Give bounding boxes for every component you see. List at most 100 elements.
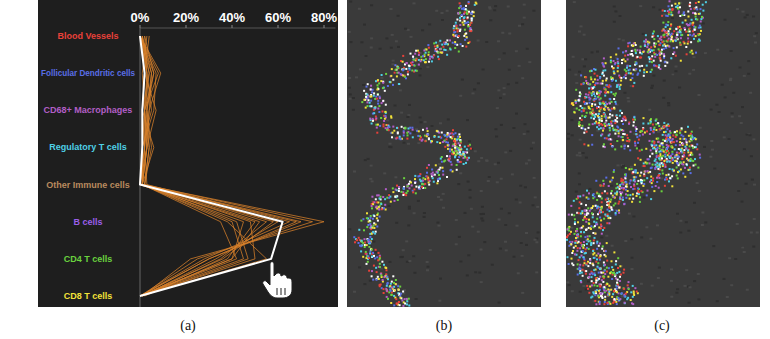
cell-dot: [353, 236, 355, 238]
cell-dot: [595, 180, 597, 182]
tissue-texture: [679, 232, 682, 234]
cell-dot: [369, 236, 371, 238]
cell-dot: [580, 105, 582, 107]
tissue-texture: [724, 19, 727, 21]
cell-dot: [656, 161, 658, 163]
profile-line: [140, 36, 278, 296]
cell-dot: [393, 286, 395, 288]
cell-dot: [417, 175, 419, 177]
cell-dot: [464, 154, 466, 156]
cell-dot: [658, 40, 660, 42]
cell-dot: [399, 286, 401, 288]
cell-dot: [459, 20, 461, 22]
cell-dot: [630, 180, 632, 182]
cell-dot: [366, 101, 368, 103]
cell-dot: [612, 293, 614, 295]
tissue-texture: [520, 242, 523, 244]
cell-dot: [611, 145, 613, 147]
cell-dot: [579, 117, 581, 119]
cell-dot: [652, 147, 654, 149]
cursor-hand-shape: [263, 262, 292, 298]
cell-dot: [424, 140, 426, 142]
cell-dot: [582, 275, 584, 277]
cell-dot: [378, 206, 380, 208]
tissue-texture: [487, 180, 490, 182]
tissue-texture: [581, 275, 584, 277]
cell-dot: [596, 192, 598, 194]
tissue-texture: [643, 196, 646, 198]
tissue-texture: [359, 68, 362, 70]
highlighted-line: [140, 36, 283, 296]
cell-dot: [626, 134, 628, 136]
tissue-texture: [349, 98, 352, 100]
cell-dot: [390, 294, 392, 296]
tissue-texture: [523, 17, 526, 19]
tissue-texture: [624, 240, 627, 242]
cell-dot: [454, 43, 456, 45]
cell-dot: [671, 5, 673, 7]
cell-dot: [607, 198, 609, 200]
cell-dot: [621, 198, 623, 200]
cell-dot: [368, 99, 370, 101]
cell-dot: [690, 8, 692, 10]
cell-dot: [412, 129, 414, 131]
cell-dot: [409, 65, 411, 67]
cell-dot: [403, 188, 405, 190]
cell-dot: [612, 269, 614, 271]
cell-dot: [406, 138, 408, 140]
cell-dot: [586, 218, 588, 220]
tissue-texture: [466, 119, 469, 121]
cell-dot: [372, 279, 374, 281]
cell-dot: [686, 144, 688, 146]
tissue-texture: [459, 261, 462, 263]
cell-dot: [439, 40, 441, 42]
tissue-texture: [532, 204, 535, 206]
cell-dot: [376, 132, 378, 134]
cell-dot: [378, 278, 380, 280]
tissue-texture: [494, 163, 497, 165]
cell-dot: [372, 203, 374, 205]
cell-dot: [377, 202, 379, 204]
tissue-texture: [360, 41, 363, 43]
panel-c: [566, 0, 760, 307]
cell-dot: [371, 238, 373, 240]
tissue-texture: [408, 208, 411, 210]
cell-dot: [618, 287, 620, 289]
cell-dot: [392, 126, 394, 128]
tissue-texture: [498, 58, 501, 60]
tissue-texture: [480, 281, 483, 283]
tissue-texture: [349, 93, 352, 95]
cell-dot: [464, 39, 466, 41]
cell-dot: [443, 42, 445, 44]
tissue-texture: [504, 241, 507, 243]
cell-dot: [596, 223, 598, 225]
cell-dot: [694, 28, 696, 30]
cell-dot: [373, 214, 375, 216]
tissue-texture: [709, 156, 712, 158]
tissue-texture: [500, 178, 503, 180]
cell-dot: [454, 140, 456, 142]
cell-dot: [409, 127, 411, 129]
figure-svg: 0%20%40%60%80%Blood VesselsFollicular De…: [0, 0, 770, 339]
cell-dot: [585, 264, 587, 266]
cell-dot: [456, 150, 458, 152]
cell-dot: [391, 281, 393, 283]
cell-dot: [460, 43, 462, 45]
tissue-texture: [608, 104, 611, 106]
cell-dot: [453, 133, 455, 135]
profile-line: [140, 36, 301, 296]
category-label: CD8 T cells: [64, 291, 113, 301]
cell-dot: [386, 269, 388, 271]
cell-dot: [380, 80, 382, 82]
cell-dot: [683, 161, 685, 163]
cell-dot: [687, 43, 689, 45]
cell-dot: [376, 217, 378, 219]
tissue-texture: [413, 272, 416, 274]
cell-dot: [369, 118, 371, 120]
tissue-texture: [498, 302, 501, 304]
tissue-texture: [477, 82, 480, 84]
cell-dot: [411, 70, 413, 72]
tissue-texture: [379, 48, 382, 50]
cell-dot: [462, 22, 464, 24]
cell-dot: [441, 44, 443, 46]
